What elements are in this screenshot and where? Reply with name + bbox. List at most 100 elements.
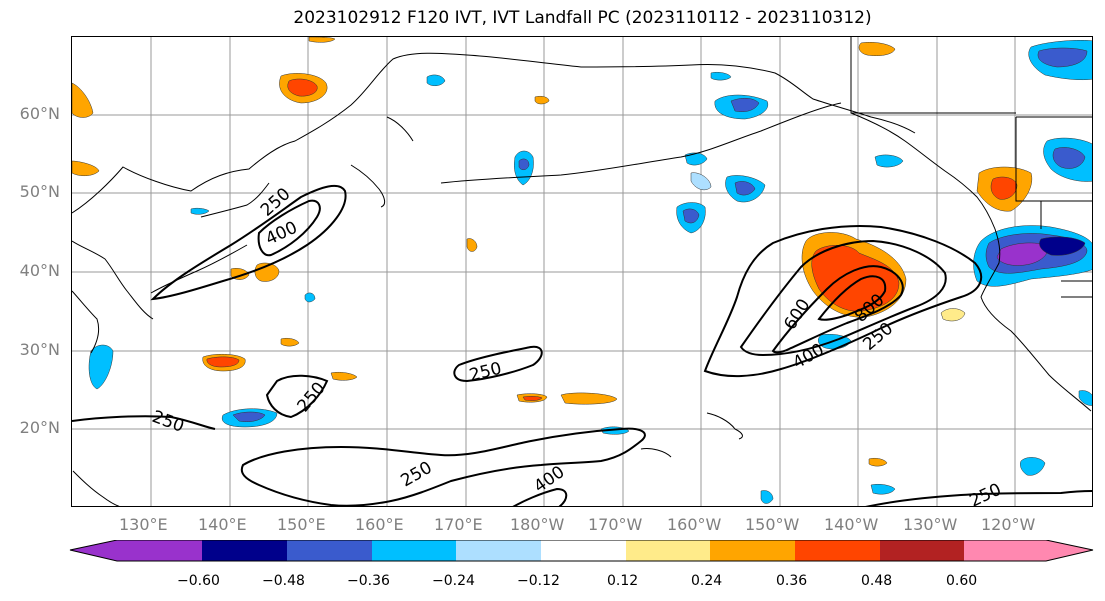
colorbar-segment	[626, 540, 710, 561]
pc-positive-patch	[858, 42, 896, 56]
pc-positive-patch	[308, 37, 336, 43]
pc-positive-patch	[466, 238, 478, 252]
lon-label-170w: 170°W	[588, 515, 643, 534]
map-canvas: 250 400 250 250 250 400 250 600 800 400 …	[72, 37, 1092, 507]
pc-positive-patch	[280, 337, 300, 347]
lon-label-170e: 170°E	[434, 515, 483, 534]
lon-label-150e: 150°E	[277, 515, 326, 534]
colorbar-tick: 0.36	[776, 573, 808, 589]
colorbar-segment	[541, 540, 626, 561]
pc-positive-patch	[522, 396, 543, 401]
lon-label-130e: 130°E	[119, 515, 168, 534]
ivt-contour-250	[703, 224, 983, 378]
pc-negative-patch	[760, 490, 774, 504]
pc-positive-patch	[811, 245, 900, 312]
colorbar	[69, 540, 1094, 562]
lon-label-160e: 160°E	[355, 515, 404, 534]
ivt-contour-250	[240, 427, 646, 506]
lon-label-150w: 150°W	[745, 515, 800, 534]
contour-label: 250	[967, 480, 1005, 507]
pc-positive-patch	[206, 356, 240, 368]
ivt-contour-400	[257, 199, 321, 257]
colorbar-segments	[70, 540, 1093, 561]
pc-negative-patch	[304, 292, 316, 303]
colorbar-outline	[69, 540, 1094, 562]
ivt-contour-800	[817, 275, 887, 321]
ivt-contour-250	[453, 345, 543, 383]
contour-label: 400	[263, 218, 301, 250]
pc-negative-patch	[518, 158, 530, 170]
graticule	[72, 37, 1092, 506]
colorbar-tick: −0.48	[262, 573, 305, 589]
pc-positive-patch	[990, 176, 1018, 200]
colorbar-segment	[70, 540, 202, 561]
ivt-contour-400	[512, 487, 568, 506]
pc-positive-patch	[940, 308, 966, 322]
lat-label-20n: 20°N	[19, 418, 60, 437]
pc-positive-patch	[534, 95, 550, 105]
lat-label-30n: 30°N	[19, 340, 60, 359]
colorbar-segment	[710, 540, 795, 561]
colorbar-segment	[880, 540, 964, 561]
pc-negative-patch	[690, 172, 712, 191]
colorbar-tick: −0.12	[517, 573, 560, 589]
pc-shading	[72, 37, 1092, 504]
pc-positive-patch	[287, 78, 318, 97]
ivt-contours	[72, 184, 1092, 506]
pc-negative-patch	[1052, 147, 1086, 169]
pc-negative-patch	[1078, 390, 1092, 406]
lat-label-40n: 40°N	[19, 261, 60, 280]
ivt-contour-400	[739, 239, 947, 357]
lat-label-60n: 60°N	[19, 104, 60, 123]
pc-negative-patch	[710, 71, 732, 81]
pc-positive-patch	[330, 371, 358, 381]
colorbar-segment	[795, 540, 880, 561]
colorbar-segment	[372, 540, 456, 561]
contour-label: 250	[294, 378, 330, 416]
pc-negative-patch	[426, 74, 446, 86]
colorbar-tick: 0.24	[691, 573, 723, 589]
colorbar-tick: −0.24	[432, 573, 475, 589]
ivt-contour-250	[150, 184, 347, 301]
lon-label-120w: 120°W	[981, 515, 1036, 534]
pc-negative-patch	[730, 98, 760, 112]
colorbar-tick: 0.12	[607, 573, 639, 589]
colorbar-segment	[287, 540, 372, 561]
pc-negative-patch	[190, 207, 210, 215]
lon-label-160w: 160°W	[667, 515, 722, 534]
ivt-contour-250	[72, 415, 216, 430]
colorbar-tick: 0.60	[946, 573, 978, 589]
ivt-contour-600	[771, 265, 904, 354]
colorbar-segment	[964, 540, 1093, 561]
colorbar-tick: −0.36	[347, 573, 390, 589]
map-title: 2023102912 F120 IVT, IVT Landfall PC (20…	[293, 8, 872, 28]
pc-negative-patch	[88, 344, 114, 390]
lat-label-50n: 50°N	[19, 182, 60, 201]
pc-negative-patch	[1039, 236, 1086, 256]
pc-negative-patch	[682, 208, 700, 224]
contour-label: 250	[398, 458, 436, 492]
pc-positive-patch	[72, 82, 94, 118]
pc-negative-patch	[1020, 457, 1046, 476]
contour-label: 250	[257, 184, 294, 221]
pc-negative-patch	[734, 181, 756, 196]
pc-negative-patch	[232, 411, 266, 422]
pc-negative-patch	[870, 483, 896, 495]
lon-label-130w: 130°W	[903, 515, 958, 534]
coastlines	[72, 37, 1092, 506]
pc-positive-patch	[72, 160, 100, 176]
colorbar-segment	[202, 540, 287, 561]
lon-label-180w: 180°W	[510, 515, 565, 534]
pc-negative-patch	[1037, 47, 1088, 68]
colorbar-tick: 0.48	[861, 573, 893, 589]
map-panel: 250 400 250 250 250 400 250 600 800 400 …	[71, 36, 1093, 507]
pc-negative-patch	[996, 242, 1049, 266]
pc-positive-patch	[560, 392, 618, 405]
ivt-contour-250	[265, 374, 329, 419]
colorbar-segment	[456, 540, 541, 561]
pc-positive-patch	[868, 457, 888, 467]
ivt-contour-250	[865, 490, 1092, 506]
colorbar-tick: −0.60	[177, 573, 220, 589]
contour-label: 250	[149, 407, 186, 437]
lon-label-140e: 140°E	[198, 515, 247, 534]
